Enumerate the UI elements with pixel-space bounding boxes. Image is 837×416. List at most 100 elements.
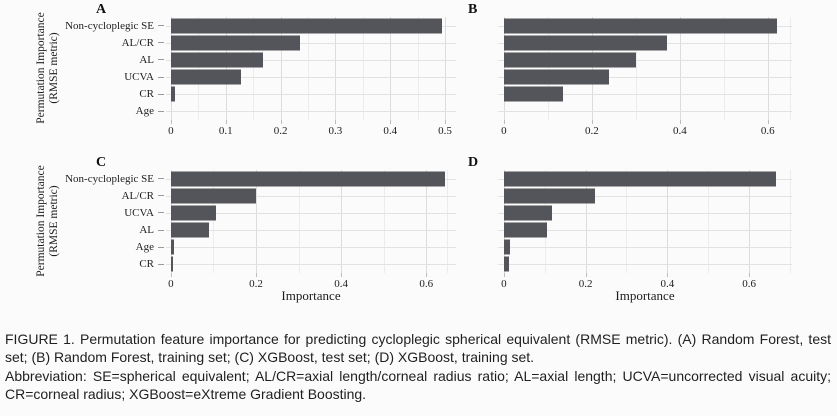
- panel-letter-D: D: [468, 155, 479, 170]
- gridline-major: [749, 170, 751, 273]
- y-tick-mark: [158, 195, 164, 197]
- y-axis-title-line2: (RMSE metric): [48, 185, 60, 257]
- y-tick-mark: [158, 178, 164, 180]
- category-label: Age: [135, 241, 154, 254]
- category-label: UCVA: [124, 71, 154, 84]
- x-tick-mark: [503, 273, 505, 277]
- category-label-row: Age: [0, 103, 164, 120]
- category-label: Non-cycloplegic SE: [65, 19, 154, 32]
- caption-text-abbreviations: Abbreviation: SE=spherical equivalent; A…: [5, 367, 831, 402]
- bar-cr: [503, 256, 509, 272]
- x-tick-label: 0: [501, 125, 507, 137]
- category-label-row: Age: [0, 239, 164, 256]
- x-tick-label: 0.5: [438, 125, 452, 137]
- bar-cr: [170, 256, 173, 272]
- gridline-major: [280, 17, 282, 120]
- x-tick-label: 0.6: [742, 278, 756, 290]
- x-axis-tick-labels: 0 0.2 0.4 0.6: [166, 278, 456, 292]
- y-tick-mark: [158, 246, 164, 248]
- x-tick-label: 0: [168, 125, 174, 137]
- panel-letter-A: A: [96, 2, 107, 17]
- y-tick-mark: [158, 212, 164, 214]
- category-label-row: CR: [0, 86, 164, 103]
- category-label-row: AL: [0, 221, 164, 238]
- gridline-minor: [544, 170, 546, 273]
- gridline-horizontal: [498, 230, 792, 232]
- gridline-major: [503, 17, 505, 120]
- gridline-minor: [789, 170, 791, 273]
- category-row: [166, 17, 456, 34]
- gridline-major: [390, 17, 392, 120]
- category-row: [166, 34, 456, 51]
- category-label-row: UCVA: [0, 204, 164, 221]
- gridline-major: [341, 170, 343, 273]
- gridline-horizontal: [166, 59, 456, 61]
- gridline-major: [256, 170, 258, 273]
- category-row: [498, 34, 792, 51]
- x-tick-label: 0.6: [419, 278, 434, 290]
- panel-A-plot: [166, 17, 456, 124]
- category-row: [166, 86, 456, 103]
- category-label: CR: [139, 258, 154, 271]
- category-row: [166, 170, 456, 187]
- gridline-minor: [307, 17, 309, 120]
- x-tick-mark: [667, 273, 669, 277]
- y-axis-category-labels: Non-cycloplegic SE AL/CR UCVA AL Age CR: [0, 170, 164, 273]
- gridline-minor: [383, 170, 385, 273]
- gridline-horizontal: [498, 195, 792, 197]
- gridline-horizontal: [498, 59, 792, 61]
- gridline-major: [426, 170, 428, 273]
- x-tick-mark: [767, 120, 769, 124]
- gridline-horizontal: [166, 195, 456, 197]
- x-tick-label: 0.4: [672, 125, 687, 137]
- x-tick-mark: [390, 120, 392, 124]
- category-row: [498, 68, 792, 85]
- gridline-minor: [213, 170, 215, 273]
- bar-non-cycloplegic-se: [503, 18, 777, 34]
- gridline-major: [591, 17, 593, 120]
- caption-text-main: FIGURE 1. Permutation feature importance…: [5, 331, 831, 366]
- panel-B-plot: [498, 17, 792, 124]
- x-tick-mark: [445, 120, 447, 124]
- bar-al: [170, 222, 209, 238]
- panel-letter-C: C: [96, 155, 107, 170]
- x-tick-mark: [591, 120, 593, 124]
- y-tick-mark: [158, 76, 164, 78]
- category-row: [166, 103, 456, 120]
- category-row: [166, 187, 456, 204]
- bar-al-cr: [503, 188, 595, 204]
- gridline-minor: [447, 170, 449, 273]
- gridline-horizontal: [498, 247, 792, 249]
- y-axis-category-labels: Non-cycloplegic SE AL/CR AL UCVA CR Age: [0, 17, 164, 120]
- bar-age: [170, 239, 175, 255]
- gridline-horizontal: [498, 111, 792, 113]
- x-axis-tick-labels: 0 0.1 0.2 0.3 0.4 0.5: [166, 125, 456, 139]
- bar-al: [503, 52, 636, 68]
- category-row: [498, 221, 792, 238]
- y-tick-mark: [158, 25, 164, 27]
- x-tick-label: 0.3: [328, 125, 343, 137]
- x-tick-label: 0.2: [584, 125, 599, 137]
- x-tick-mark: [225, 120, 227, 124]
- category-label-row: Non-cycloplegic SE: [0, 170, 164, 187]
- bar-ucva: [170, 69, 241, 85]
- gridline-minor: [708, 170, 710, 273]
- category-label: CR: [139, 88, 154, 101]
- bar-al-cr: [503, 35, 667, 51]
- gridline-major: [225, 17, 227, 120]
- x-tick-label: 0.4: [334, 278, 348, 290]
- y-tick-mark: [158, 93, 164, 95]
- gridline-horizontal: [166, 264, 456, 266]
- category-label: Age: [135, 105, 154, 118]
- gridline-minor: [417, 17, 419, 120]
- gridline-minor: [789, 17, 791, 120]
- x-tick-mark: [503, 120, 505, 124]
- category-label: AL: [139, 224, 154, 237]
- category-row: [166, 51, 456, 68]
- y-tick-mark: [158, 110, 164, 112]
- x-axis-tick-labels: 0 0.2 0.4 0.6: [498, 278, 792, 292]
- gridline-minor: [362, 17, 364, 120]
- category-label: AL/CR: [121, 36, 154, 49]
- category-label: UCVA: [124, 206, 154, 219]
- x-tick-label: 0: [168, 278, 174, 290]
